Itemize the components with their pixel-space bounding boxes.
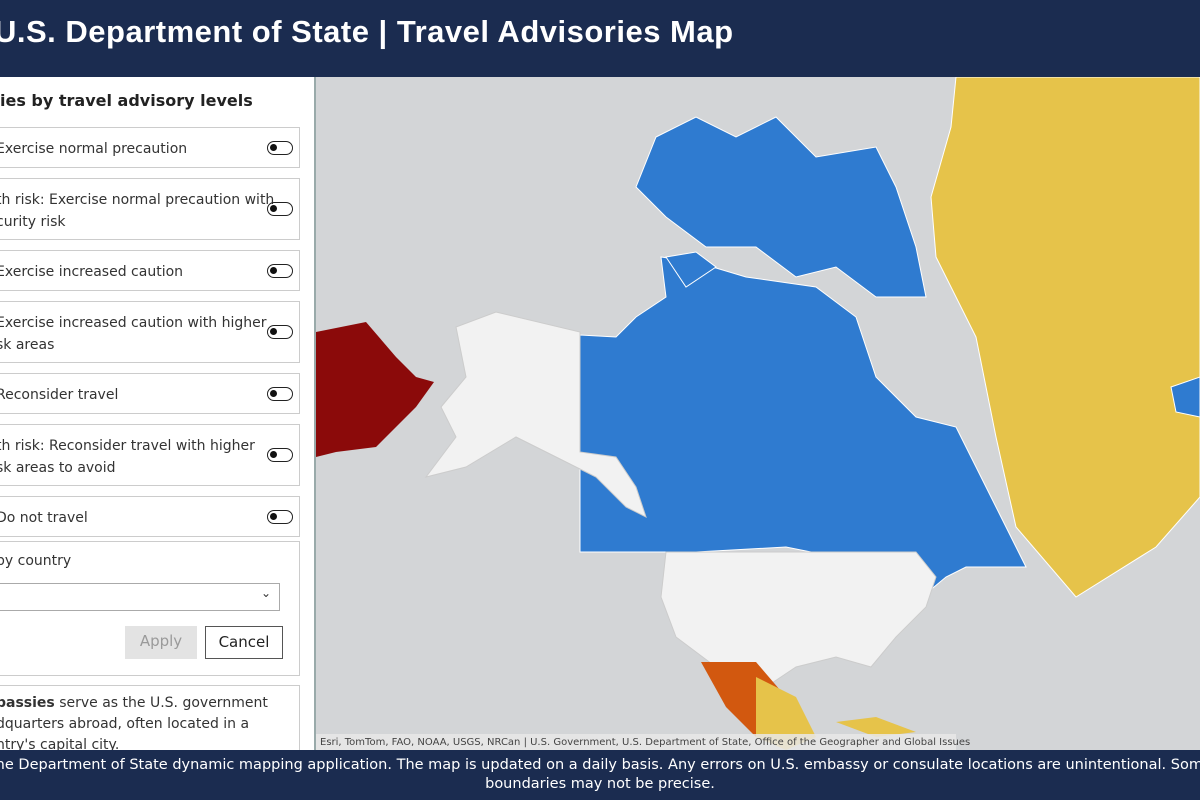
info-bold: bassies (0, 695, 55, 711)
toggle[interactable] (267, 325, 293, 339)
label-line: th risk: Reconsider travel with higher (0, 438, 255, 454)
info-text: serve as the U.S. government (54, 695, 268, 711)
filter-box: by country Apply Cancel (0, 541, 300, 676)
label-line: sk areas to avoid (0, 460, 116, 476)
map[interactable]: Esri, TomTom, FAO, NOAA, USGS, NRCan | U… (316, 77, 1200, 750)
info-box: bassies serve as the U.S. government dqua… (0, 685, 300, 750)
label-line: sk areas (0, 337, 55, 353)
label-line: Do not travel (0, 510, 88, 526)
country-select[interactable] (0, 583, 280, 611)
footer-line: the Department of State dynamic mapping … (0, 757, 1200, 773)
info-line: dquarters abroad, often located in a (0, 716, 250, 732)
advisory-label: Do not travel (0, 507, 88, 529)
advisory-label: Exercise increased caution (0, 261, 183, 283)
label-line: curity risk (0, 214, 66, 230)
toggle[interactable] (267, 263, 293, 278)
cancel-button[interactable]: Cancel (205, 626, 283, 659)
footer: the Department of State dynamic mapping … (0, 750, 1200, 800)
toggle[interactable] (267, 448, 293, 462)
label-line: Exercise increased caution with higher (0, 315, 267, 331)
advisory-item: th risk: Reconsider travel with higher sk… (0, 424, 300, 486)
footer-line: boundaries may not be precise. (485, 776, 715, 792)
label-line: Exercise increased caution (0, 264, 184, 280)
header: U.S. Department of State | Travel Adviso… (0, 0, 1200, 77)
label-line: Exercise normal precaution (0, 141, 188, 157)
advisory-label: Reconsider travel (0, 384, 118, 406)
info-line: bassies serve as the U.S. government (0, 693, 299, 714)
toggle[interactable] (267, 386, 293, 401)
advisory-item: Exercise increased caution (0, 250, 300, 291)
toggle[interactable] (267, 202, 293, 216)
apply-button[interactable]: Apply (125, 626, 197, 659)
advisory-label: Exercise increased caution with higher sk… (0, 312, 267, 356)
advisory-label: th risk: Exercise normal precaution with… (0, 189, 274, 233)
label-line: th risk: Exercise normal precaution with (0, 192, 275, 208)
toggle[interactable] (267, 509, 293, 524)
label-line: Reconsider travel (0, 387, 119, 403)
advisory-item: Reconsider travel (0, 373, 300, 414)
toggle[interactable] (267, 140, 293, 155)
side-panel: ies by travel advisory levels Exercise n… (0, 77, 316, 750)
advisory-item: th risk: Exercise normal precaution with… (0, 178, 300, 240)
advisory-label: Exercise normal precaution (0, 138, 187, 160)
title: U.S. Department of State | Travel Adviso… (0, 14, 734, 49)
panel-heading: ies by travel advisory levels (0, 91, 253, 110)
advisory-item: Do not travel (0, 496, 300, 537)
info-line: ntry's capital city. (0, 737, 120, 750)
attribution: Esri, TomTom, FAO, NOAA, USGS, NRCan | U… (320, 737, 970, 748)
advisory-item: Exercise normal precaution (0, 127, 300, 168)
filter-label: by country (0, 553, 72, 569)
advisory-item: Exercise increased caution with higher sk… (0, 301, 300, 363)
advisory-label: th risk: Reconsider travel with higher sk… (0, 435, 255, 479)
